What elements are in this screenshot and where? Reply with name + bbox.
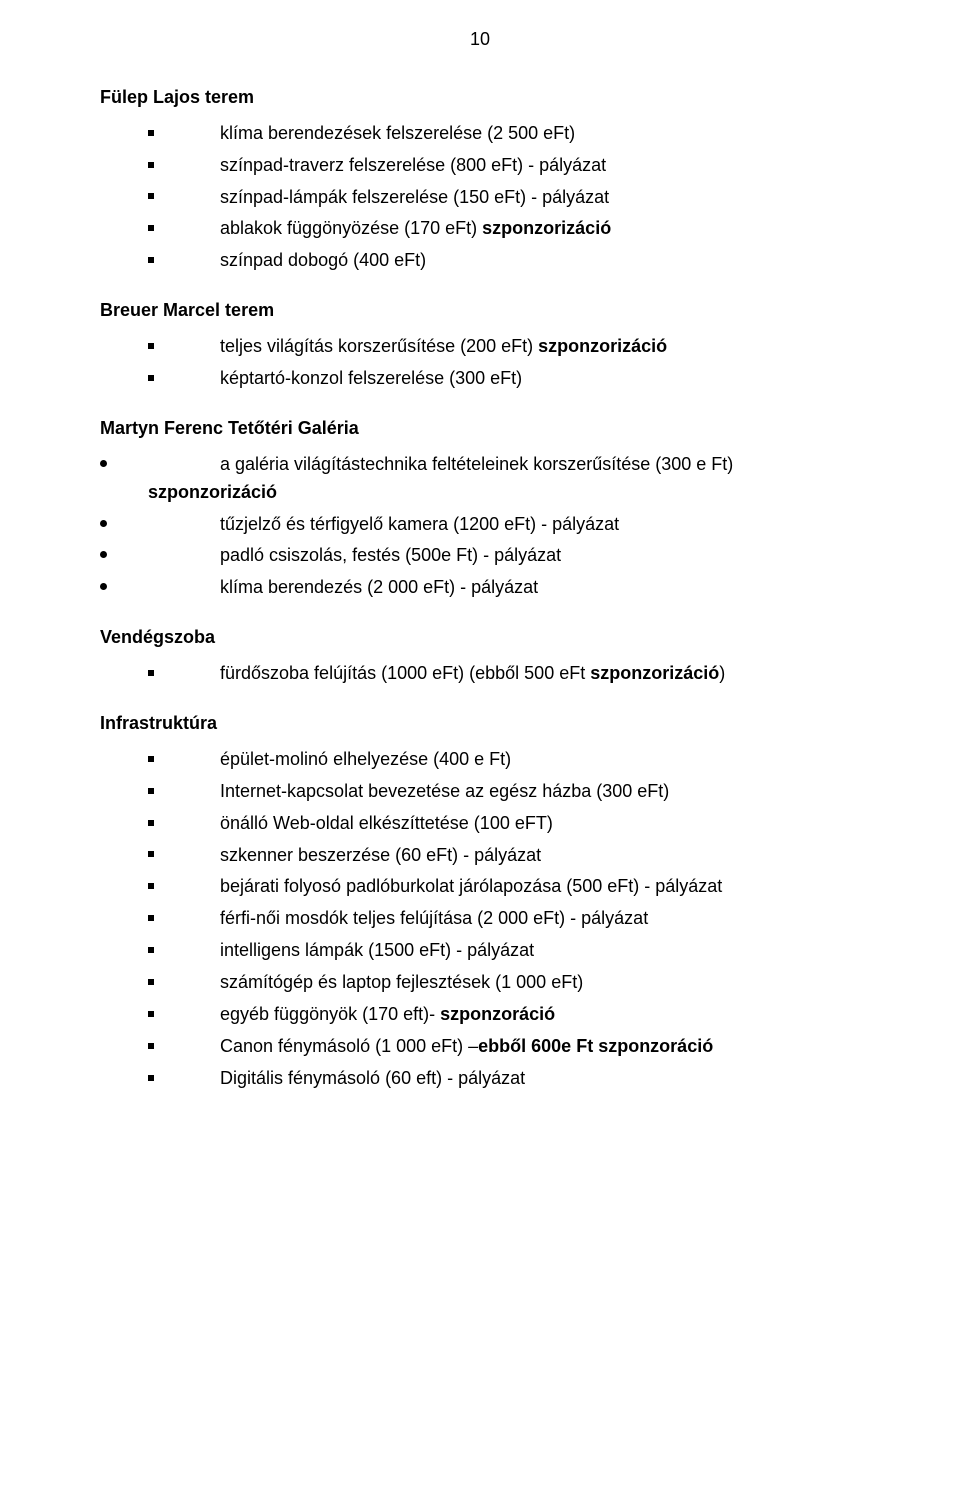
list-item: klíma berendezések felszerelése (2 500 e…	[100, 120, 860, 148]
list-item-text: önálló Web-oldal elkészíttetése (100 eFT…	[220, 813, 553, 833]
list-item-text: fürdőszoba felújítás (1000 eFt) (ebből 5…	[220, 663, 590, 683]
section-martyn-title: Martyn Ferenc Tetőtéri Galéria	[100, 415, 860, 443]
list-item: férfi-női mosdók teljes felújítása (2 00…	[100, 905, 860, 933]
list-item: intelligens lámpák (1500 eFt) - pályázat	[100, 937, 860, 965]
list-item: egyéb függönyök (170 eft)- szponzoráció	[100, 1001, 860, 1029]
list-item-text: színpad dobogó (400 eFt)	[220, 250, 426, 270]
list-item: épület-molinó elhelyezése (400 e Ft)	[100, 746, 860, 774]
list-item-bold: szponzorizáció	[482, 218, 611, 238]
page-number: 10	[100, 26, 860, 54]
list-item: bejárati folyosó padlóburkolat járólapoz…	[100, 873, 860, 901]
section-fulep-title: Fülep Lajos terem	[100, 84, 860, 112]
list-item: Canon fénymásoló (1 000 eFt) –ebből 600e…	[100, 1033, 860, 1061]
list-item-text: férfi-női mosdók teljes felújítása (2 00…	[220, 908, 648, 928]
section-vendegszoba-title: Vendégszoba	[100, 624, 860, 652]
section-infra-title: Infrastruktúra	[100, 710, 860, 738]
list-item: képtartó-konzol felszerelése (300 eFt)	[100, 365, 860, 393]
section-fulep-list: klíma berendezések felszerelése (2 500 e…	[100, 120, 860, 275]
list-item-text: padló csiszolás, festés (500e Ft) - pály…	[220, 545, 561, 565]
list-item-line1: a galéria világítástechnika feltételeine…	[220, 451, 860, 479]
list-item-bold: ebből 600e Ft szponzoráció	[478, 1036, 713, 1056]
list-item: színpad-traverz felszerelése (800 eFt) -…	[100, 152, 860, 180]
list-item-text: számítógép és laptop fejlesztések (1 000…	[220, 972, 583, 992]
list-item-bold: szponzoráció	[440, 1004, 555, 1024]
list-item-text: épület-molinó elhelyezése (400 e Ft)	[220, 749, 511, 769]
list-item-text-tail: )	[719, 663, 725, 683]
section-breuer-list: teljes világítás korszerűsítése (200 eFt…	[100, 333, 860, 393]
list-item-text: szkenner beszerzése (60 eFt) - pályázat	[220, 845, 541, 865]
list-item-text: Digitális fénymásoló (60 eft) - pályázat	[220, 1068, 525, 1088]
list-item-text: tűzjelző és térfigyelő kamera (1200 eFt)…	[220, 514, 619, 534]
list-item: színpad-lámpák felszerelése (150 eFt) - …	[100, 184, 860, 212]
section-martyn-list: a galéria világítástechnika feltételeine…	[100, 451, 860, 602]
page: 10 Fülep Lajos terem klíma berendezések …	[0, 0, 960, 1510]
list-item-text: Internet-kapcsolat bevezetése az egész h…	[220, 781, 669, 801]
list-item: klíma berendezés (2 000 eFt) - pályázat	[100, 574, 860, 602]
list-item: padló csiszolás, festés (500e Ft) - pály…	[100, 542, 860, 570]
list-item: Internet-kapcsolat bevezetése az egész h…	[100, 778, 860, 806]
list-item: teljes világítás korszerűsítése (200 eFt…	[100, 333, 860, 361]
list-item: fürdőszoba felújítás (1000 eFt) (ebből 5…	[100, 660, 860, 688]
list-item-text: Canon fénymásoló (1 000 eFt) –	[220, 1036, 478, 1056]
list-item: tűzjelző és térfigyelő kamera (1200 eFt)…	[100, 511, 860, 539]
list-item: önálló Web-oldal elkészíttetése (100 eFT…	[100, 810, 860, 838]
list-item-text: intelligens lámpák (1500 eFt) - pályázat	[220, 940, 534, 960]
list-item-text: ablakok függönyözése (170 eFt)	[220, 218, 482, 238]
list-item-text: klíma berendezés (2 000 eFt) - pályázat	[220, 577, 538, 597]
list-item: a galéria világítástechnika feltételeine…	[100, 451, 860, 507]
list-item: Digitális fénymásoló (60 eft) - pályázat	[100, 1065, 860, 1093]
section-breuer-title: Breuer Marcel terem	[100, 297, 860, 325]
list-item: színpad dobogó (400 eFt)	[100, 247, 860, 275]
list-item: számítógép és laptop fejlesztések (1 000…	[100, 969, 860, 997]
list-item: ablakok függönyözése (170 eFt) szponzori…	[100, 215, 860, 243]
list-item-text: teljes világítás korszerűsítése (200 eFt…	[220, 336, 538, 356]
list-item-text: bejárati folyosó padlóburkolat járólapoz…	[220, 876, 722, 896]
list-item-line2-bold: szponzorizáció	[148, 479, 860, 507]
section-vendegszoba-list: fürdőszoba felújítás (1000 eFt) (ebből 5…	[100, 660, 860, 688]
section-infra-list: épület-molinó elhelyezése (400 e Ft) Int…	[100, 746, 860, 1093]
list-item-text: klíma berendezések felszerelése (2 500 e…	[220, 123, 575, 143]
list-item: szkenner beszerzése (60 eFt) - pályázat	[100, 842, 860, 870]
list-item-text: színpad-traverz felszerelése (800 eFt) -…	[220, 155, 606, 175]
list-item-text: képtartó-konzol felszerelése (300 eFt)	[220, 368, 522, 388]
list-item-bold: szponzorizáció	[538, 336, 667, 356]
list-item-text: színpad-lámpák felszerelése (150 eFt) - …	[220, 187, 609, 207]
list-item-text: egyéb függönyök (170 eft)-	[220, 1004, 440, 1024]
list-item-bold: szponzorizáció	[590, 663, 719, 683]
